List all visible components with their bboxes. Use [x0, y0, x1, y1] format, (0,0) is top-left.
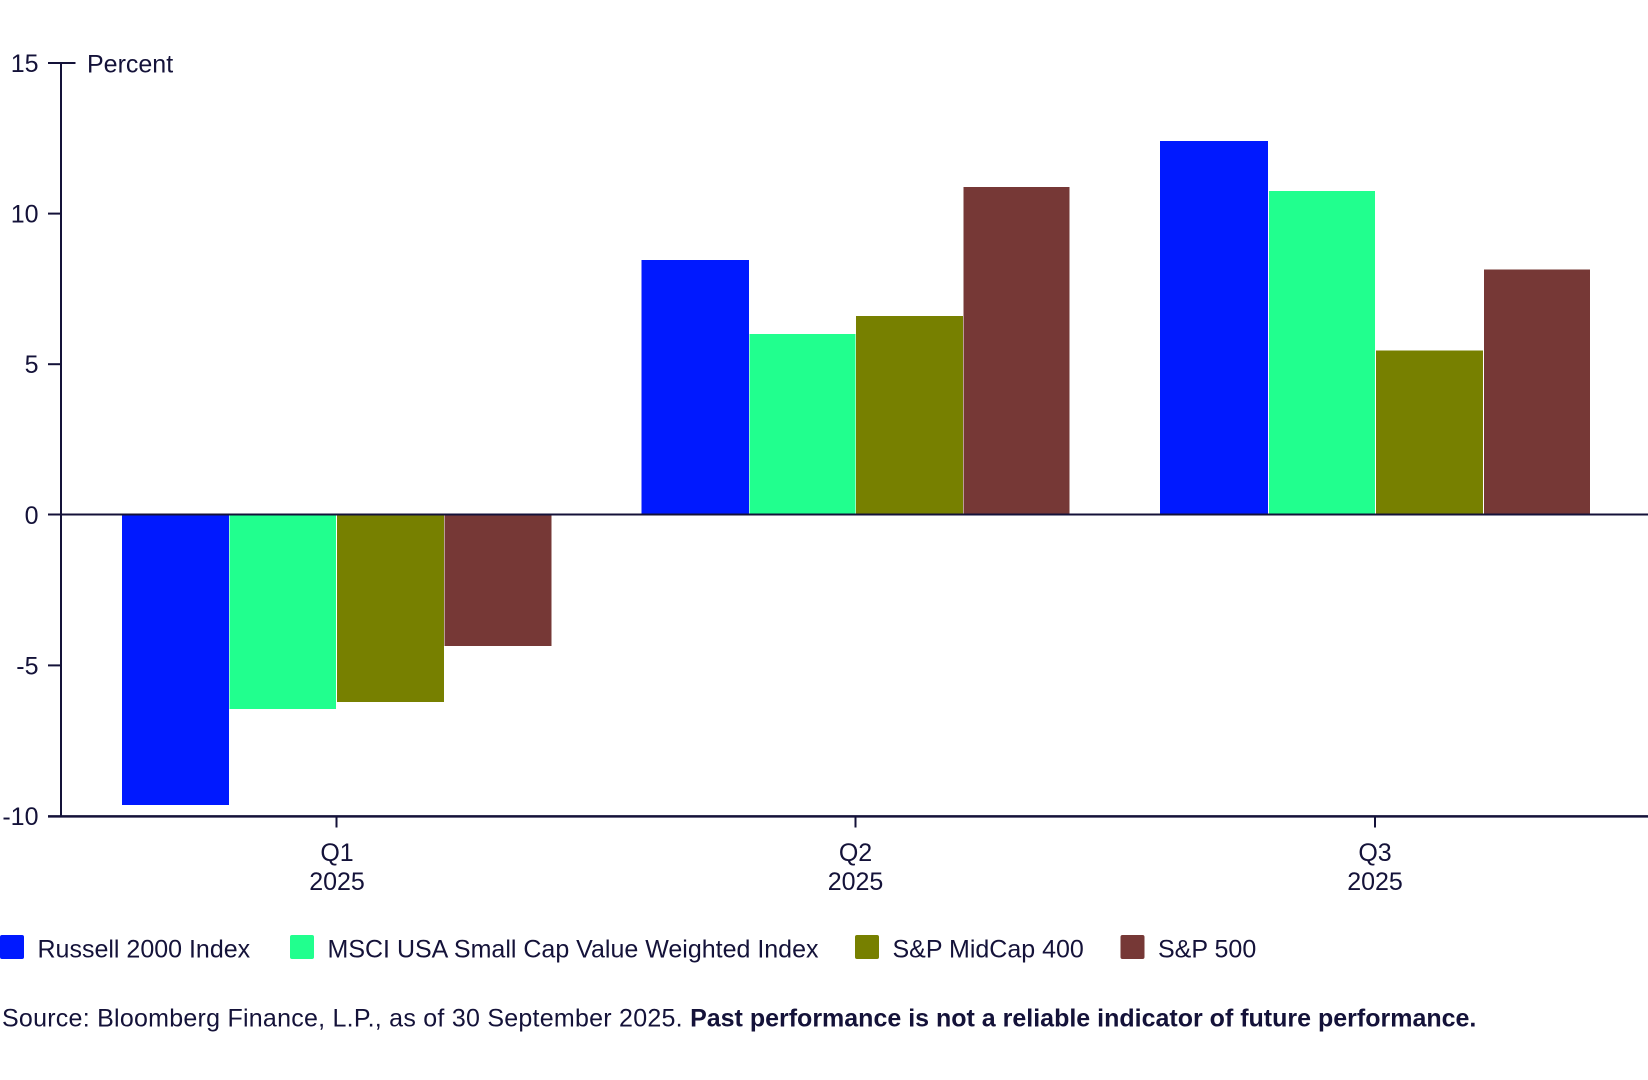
svg-text:2025: 2025: [309, 868, 365, 896]
svg-text:Q1: Q1: [320, 839, 353, 867]
svg-text:S&P 500: S&P 500: [1158, 936, 1256, 964]
svg-text:Russell 2000 Index: Russell 2000 Index: [38, 936, 251, 964]
svg-text:Source: Bloomberg Finance, L.P: Source: Bloomberg Finance, L.P., as of 3…: [2, 1005, 1476, 1033]
svg-text:5: 5: [25, 351, 39, 379]
svg-text:MSCI USA Small Cap Value Weigh: MSCI USA Small Cap Value Weighted Index: [328, 936, 819, 964]
svg-text:Q3: Q3: [1358, 839, 1391, 867]
svg-text:S&P MidCap 400: S&P MidCap 400: [893, 936, 1084, 964]
svg-text:Percent: Percent: [87, 51, 173, 79]
svg-text:2025: 2025: [828, 868, 884, 896]
svg-text:10: 10: [11, 201, 39, 229]
svg-text:0: 0: [25, 502, 39, 530]
svg-text:15: 15: [11, 50, 39, 78]
svg-text:2025: 2025: [1347, 868, 1403, 896]
svg-text:-10: -10: [2, 803, 38, 831]
svg-text:-5: -5: [16, 652, 38, 680]
svg-text:Q2: Q2: [839, 839, 872, 867]
